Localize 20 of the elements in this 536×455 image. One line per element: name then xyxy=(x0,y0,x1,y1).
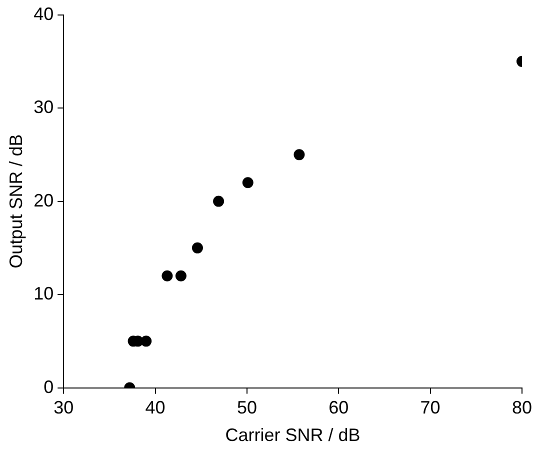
x-tick-label: 60 xyxy=(328,398,349,418)
y-tick-label: 20 xyxy=(34,190,54,210)
point xyxy=(242,177,254,188)
y-tick-label: 30 xyxy=(34,97,54,118)
point xyxy=(213,196,224,207)
x-tick-label: 70 xyxy=(420,398,440,418)
y-axis-title: Output SNR / dB xyxy=(6,134,26,268)
y-tick-label: 40 xyxy=(34,4,54,24)
x-tick-label: 30 xyxy=(54,398,74,418)
point xyxy=(294,149,305,160)
y-tick-label: 10 xyxy=(34,284,54,304)
x-tick-label: 80 xyxy=(512,398,532,418)
x-axis-title: Carrier SNR / dB xyxy=(225,425,360,446)
x-tick-label: 50 xyxy=(236,398,257,418)
point xyxy=(192,242,203,254)
point xyxy=(140,336,152,347)
x-tick-label: 40 xyxy=(145,398,166,418)
point xyxy=(162,270,173,282)
point xyxy=(175,270,186,282)
y-tick-label: 0 xyxy=(44,376,54,397)
